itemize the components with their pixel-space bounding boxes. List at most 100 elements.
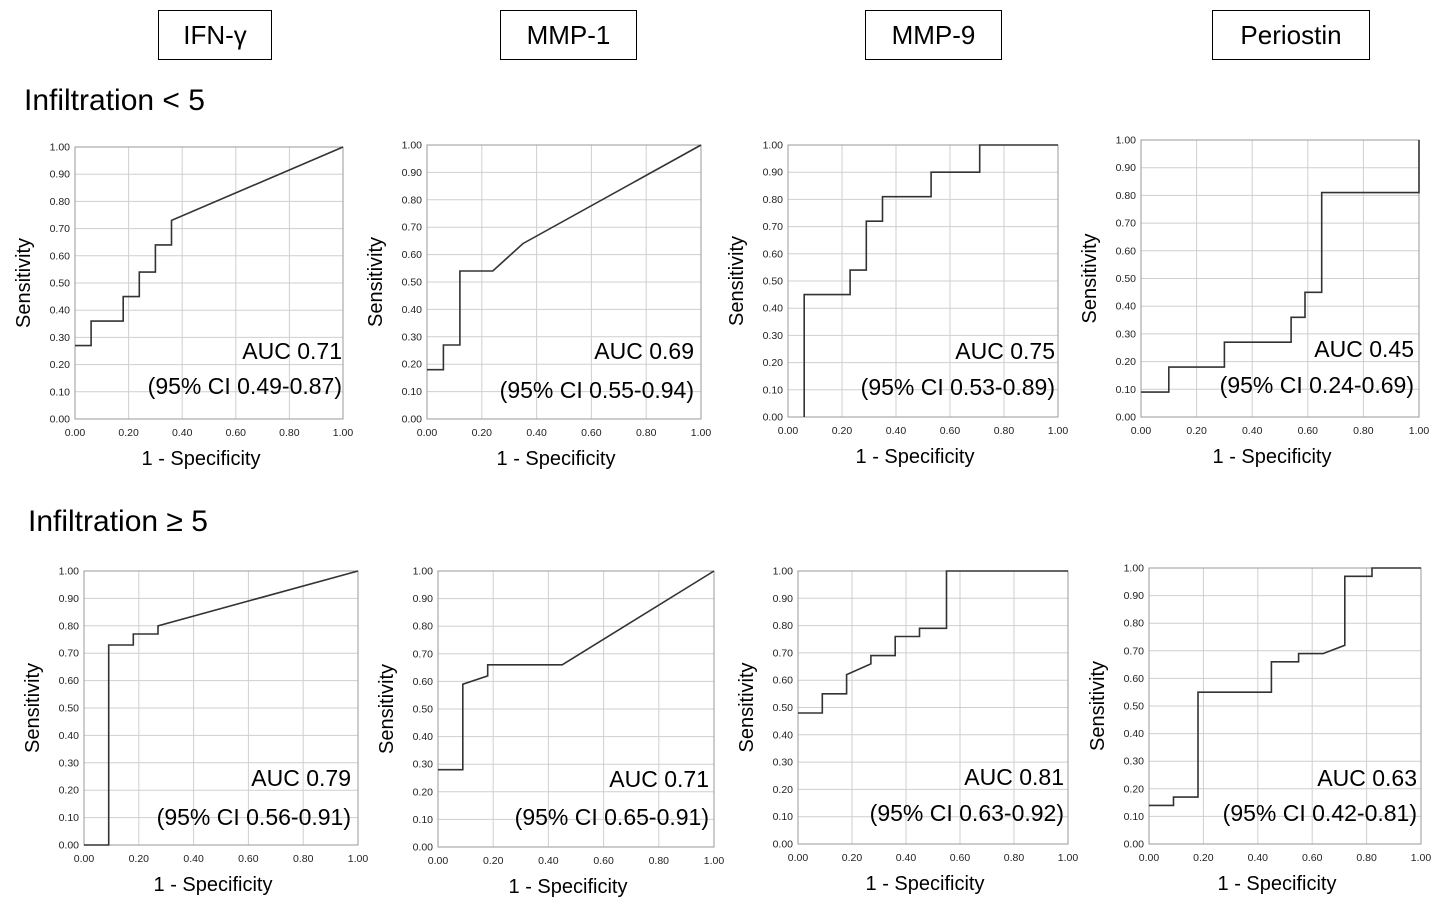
y-tick-label: 0.30: [402, 331, 423, 343]
y-axis-label: Sensitivity: [1087, 661, 1109, 751]
x-axis-label: 1 - Specificity: [497, 448, 616, 470]
x-tick-label: 1.00: [333, 427, 354, 439]
x-tick-label: 0.80: [994, 425, 1015, 437]
ci-label: (95% CI 0.65-0.91): [515, 804, 709, 830]
roc-curve-ifn: [75, 146, 344, 347]
auc-label: AUC 0.71: [609, 766, 709, 792]
y-tick-label: 0.80: [763, 194, 784, 206]
y-tick-label: 0.10: [1116, 384, 1137, 396]
y-tick-label: 0.70: [50, 223, 71, 235]
y-tick-label: 0.80: [413, 621, 434, 633]
auc-label: AUC 0.81: [964, 764, 1064, 790]
x-axis-label: 1 - Specificity: [1213, 446, 1332, 468]
y-tick-label: 0.60: [1116, 245, 1137, 257]
x-tick-label: 0.80: [293, 853, 314, 865]
column-header-mmp-1: MMP-1: [500, 10, 637, 60]
y-tick-label: 0.50: [50, 278, 71, 290]
x-axis-label: 1 - Specificity: [142, 448, 261, 470]
ci-label: (95% CI 0.49-0.87): [148, 373, 342, 399]
x-tick-label: 0.40: [1248, 852, 1269, 864]
y-tick-label: 0.30: [59, 757, 80, 769]
x-tick-label: 0.20: [832, 425, 853, 437]
y-tick-label: 1.00: [1124, 563, 1145, 575]
x-tick-label: 0.20: [118, 427, 139, 439]
y-axis-label: Sensitivity: [1079, 233, 1101, 323]
y-tick-label: 0.00: [59, 840, 80, 852]
y-tick-label: 0.40: [402, 304, 423, 316]
ci-label: (95% CI 0.42-0.81): [1223, 800, 1417, 826]
y-tick-label: 0.20: [763, 357, 784, 369]
x-tick-label: 1.00: [348, 853, 369, 865]
y-tick-label: 0.90: [413, 593, 434, 605]
roc-chart-infiltration-lt5-ifn-gamma: 0.00 0.10 0.20 0.30 0.40 0.50 0.60 0.70 0.80 0.90…: [13, 142, 354, 471]
y-tick-label: 0.50: [59, 703, 80, 715]
ci-label: (95% CI 0.53-0.89): [861, 374, 1055, 400]
x-tick-label: 0.40: [1242, 425, 1263, 437]
x-tick-label: 0.80: [636, 427, 657, 439]
plot-frame: [797, 570, 1069, 845]
y-tick-label: 0.10: [413, 814, 434, 826]
roc-chart-infiltration-ge5-ifn-gamma: 0.00 0.10 0.20 0.30 0.40 0.50 0.60 0.70 0.80 0.90…: [22, 566, 369, 897]
y-tick-label: 0.00: [50, 414, 71, 426]
x-tick-label: 0.40: [183, 853, 204, 865]
y-tick-label: 0.60: [413, 676, 434, 688]
plot-frame: [426, 144, 702, 420]
y-tick-label: 0.50: [773, 702, 794, 714]
y-tick-label: 0.00: [1124, 839, 1145, 851]
plot-frame: [83, 570, 359, 846]
auc-label: AUC 0.45: [1314, 336, 1414, 362]
roc-curve-periostin: [1149, 567, 1421, 807]
y-tick-label: 0.30: [50, 332, 71, 344]
x-tick-label: 0.80: [279, 427, 300, 439]
y-tick-label: 0.90: [1124, 590, 1145, 602]
x-tick-label: 0.40: [172, 427, 193, 439]
y-tick-label: 0.30: [1116, 328, 1137, 340]
x-tick-label: 0.40: [538, 855, 559, 867]
y-tick-label: 0.40: [773, 729, 794, 741]
y-tick-label: 0.10: [59, 812, 80, 824]
ci-label: (95% CI 0.24-0.69): [1220, 372, 1414, 398]
y-tick-label: 0.20: [773, 784, 794, 796]
x-tick-label: 0.60: [593, 855, 614, 867]
x-tick-label: 1.00: [691, 427, 712, 439]
y-tick-label: 0.70: [1116, 218, 1137, 230]
y-tick-label: 0.70: [763, 221, 784, 233]
x-axis-label: 1 - Specificity: [866, 873, 985, 895]
x-tick-label: 0.60: [950, 852, 971, 864]
column-header-ifn-gamma: IFN-γ: [158, 10, 272, 60]
roc-chart-infiltration-lt5-periostin: 0.00 0.10 0.20 0.30 0.40 0.50 0.60 0.70 0.80 0.90…: [1079, 135, 1429, 469]
x-tick-label: 0.20: [472, 427, 493, 439]
x-tick-label: 1.00: [1058, 852, 1079, 864]
column-header-periostin: Periostin: [1212, 10, 1370, 60]
x-tick-label: 0.00: [778, 425, 799, 437]
y-tick-label: 0.70: [59, 648, 80, 660]
y-tick-label: 0.80: [1124, 618, 1145, 630]
row-label-infiltration-ge-5: Infiltration ≥ 5: [28, 505, 208, 538]
x-tick-label: 0.40: [526, 427, 547, 439]
auc-label: AUC 0.75: [955, 338, 1055, 364]
x-tick-label: 0.20: [129, 853, 150, 865]
y-tick-label: 0.30: [1124, 756, 1145, 768]
y-tick-label: 0.90: [59, 593, 80, 605]
y-tick-label: 0.10: [773, 811, 794, 823]
roc-chart-infiltration-ge5-periostin: 0.00 0.10 0.20 0.30 0.40 0.50 0.60 0.70 0.80 0.90…: [1087, 563, 1431, 896]
x-tick-label: 0.20: [1186, 425, 1207, 437]
x-tick-label: 0.80: [1356, 852, 1377, 864]
y-tick-label: 0.60: [50, 250, 71, 262]
y-tick-label: 1.00: [773, 566, 794, 578]
roc-chart-infiltration-ge5-mmp-9: 0.00 0.10 0.20 0.30 0.40 0.50 0.60 0.70 0.80 0.90…: [736, 566, 1079, 896]
y-tick-label: 0.30: [773, 757, 794, 769]
plot-frame: [1148, 567, 1422, 845]
roc-curve-mmp-9: [803, 144, 1058, 417]
y-tick-label: 0.60: [773, 675, 794, 687]
roc-curve-mmp-9: [798, 570, 1068, 714]
roc-chart-infiltration-ge5-mmp-1: 0.00 0.10 0.20 0.30 0.40 0.50 0.60 0.70 0.80 0.90…: [376, 566, 724, 899]
ci-label: (95% CI 0.56-0.91): [157, 804, 351, 830]
y-tick-label: 1.00: [402, 140, 423, 152]
y-tick-label: 0.10: [1124, 811, 1145, 823]
y-tick-label: 0.50: [402, 277, 423, 289]
row-label-infiltration-lt-5: Infiltration < 5: [24, 84, 205, 117]
x-tick-label: 0.40: [896, 852, 917, 864]
x-tick-label: 0.80: [1353, 425, 1374, 437]
y-tick-label: 0.70: [773, 647, 794, 659]
